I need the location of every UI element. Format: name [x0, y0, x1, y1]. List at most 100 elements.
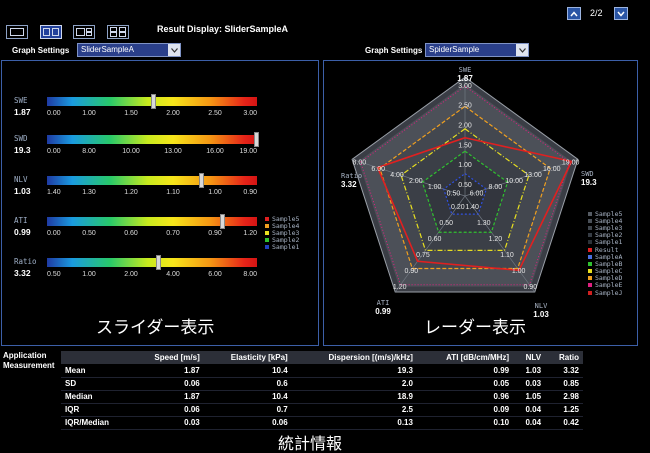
radar-tick-label: 0.90: [405, 268, 419, 275]
table-cell: 0.03: [184, 418, 200, 427]
table-cell: 0.99: [493, 365, 510, 375]
slider-track-ratio[interactable]: [47, 255, 257, 270]
radar-axis-name: NLV: [535, 302, 548, 310]
column-header: Dispersion [(m/s)/kHz]: [291, 351, 417, 364]
legend-label: Sample4: [595, 216, 623, 225]
slider-track-swd[interactable]: [47, 132, 259, 147]
right-graph-settings-value: SpiderSample: [429, 45, 480, 54]
legend-item: SampleC: [588, 267, 622, 275]
right-graph-settings-select[interactable]: SpiderSample: [425, 43, 529, 57]
legend-item: Sample3: [265, 229, 299, 237]
left-graph-settings-select[interactable]: SliderSampleA: [77, 43, 181, 57]
slider-thumb[interactable]: [220, 214, 226, 229]
slider-tick-label: 1.20: [243, 230, 257, 237]
table-cell: 0.6: [276, 379, 288, 388]
slider-name-swd: SWD: [14, 134, 28, 143]
chevron-up-icon: [570, 10, 578, 16]
slider-caption: スライダー表示: [96, 318, 215, 338]
legend-swatch: [265, 223, 269, 228]
statistics-caption: 統計情報: [278, 434, 343, 453]
slider-tick-label: 3.00: [243, 110, 257, 117]
slider-tick-label: 6.00: [208, 271, 222, 278]
legend-item: SampleD: [588, 274, 622, 282]
table-cell: 0.10: [493, 418, 510, 427]
slider-track-ati[interactable]: [47, 214, 257, 229]
page-down-button[interactable]: [614, 7, 628, 20]
radar-tick-label: 16.00: [543, 166, 561, 173]
radar-spoke: [351, 158, 466, 197]
radar-tick-label: 2.00: [458, 123, 472, 130]
legend-label: Sample2: [272, 236, 300, 245]
legend-item: Sample2: [588, 231, 622, 239]
page-up-button[interactable]: [567, 7, 581, 20]
slider-tick-label: 1.40: [47, 189, 61, 196]
table-cell: 18.9: [397, 392, 413, 401]
slider-thumb[interactable]: [151, 94, 157, 109]
row-label: SD: [65, 379, 77, 388]
legend-item: Sample3: [588, 223, 623, 232]
layout-single-button[interactable]: [6, 25, 28, 39]
legend-item: Sample4: [588, 216, 623, 225]
legend-label: Sample5: [272, 214, 300, 223]
radar-tick-label: 8.00: [353, 160, 367, 167]
radar-tick-label: 0.20: [451, 204, 465, 211]
legend-item: Result: [588, 245, 622, 254]
legend-label: Result: [595, 245, 619, 254]
legend-label: Sample5: [595, 209, 623, 218]
table-cell: 0.06: [184, 379, 200, 388]
table-cell: 0.06: [184, 405, 200, 414]
slider-thumb[interactable]: [156, 255, 162, 270]
radar-tick-label: 1.40: [465, 204, 479, 211]
radar-axis-name: ATI: [377, 299, 390, 307]
layout-triple-button[interactable]: [73, 25, 95, 39]
slider-thumb[interactable]: [253, 132, 259, 147]
slider-tick-label: 0.50: [82, 230, 96, 237]
layout-quad-button[interactable]: [107, 25, 129, 39]
slider-tick-label: 0.00: [47, 230, 61, 237]
slider-thumb[interactable]: [199, 173, 205, 188]
slider-value-nlv: 1.03: [14, 186, 31, 196]
slider-tick-label: 0.50: [47, 271, 61, 278]
radar-spoke: [464, 158, 579, 197]
legend-swatch: [588, 254, 592, 259]
radar-tick-label: 4.00: [390, 172, 404, 179]
slider-track-nlv[interactable]: [47, 173, 257, 188]
slider-tick-label: 0.00: [47, 148, 61, 155]
slider-track-swe[interactable]: [47, 94, 257, 109]
slider-value-ratio: 3.32: [14, 268, 31, 278]
slider-tick-label: 13.00: [164, 148, 182, 155]
series-samplea: [442, 172, 488, 215]
radar-tick-label: 8.00: [489, 184, 503, 191]
slider-tick-label: 1.10: [166, 189, 180, 196]
slider-tick-label: 19.00: [239, 148, 257, 155]
series-samplec: [400, 128, 530, 251]
series-result: [376, 136, 573, 272]
legend-item: Sample4: [265, 222, 299, 230]
radar-tick-label: 3.00: [458, 83, 472, 90]
radar-chart: 0.501.001.502.002.503.006.008.0010.0013.…: [341, 66, 597, 319]
layout-dual-button[interactable]: [40, 25, 62, 39]
legend-item: SampleE: [588, 281, 622, 289]
slider-value-swe: 1.87: [14, 107, 31, 117]
legend-label: SampleB: [595, 259, 623, 268]
table-cell: 0.03: [525, 379, 542, 388]
series-sampled: [379, 105, 551, 270]
radar-panel: [323, 60, 638, 346]
legend-swatch: [588, 261, 592, 266]
slider-tick-label: 2.50: [208, 110, 222, 117]
table-header-row: Speed [m/s] Elasticity [kPa] Dispersion [(…: [61, 351, 583, 364]
legend-item: SampleA: [588, 253, 622, 261]
slider-tick-label: 4.00: [166, 271, 180, 278]
table-row: SD 0.06 0.6 2.0 0.05 0.03 0.85: [61, 377, 583, 390]
legend-label: Sample3: [595, 223, 623, 232]
slider-tick-label: 16.00: [206, 148, 224, 155]
left-graph-settings-value: SliderSampleA: [81, 45, 134, 54]
radar-tick-label: 1.00: [428, 184, 442, 191]
table-cell: 1.05: [525, 392, 542, 401]
legend-item: Sample5: [588, 209, 623, 218]
slider-tick-label: 0.90: [243, 189, 257, 196]
legend-swatch: [588, 211, 592, 216]
table-cell: 0.96: [493, 392, 510, 401]
slider-tick-label: 0.60: [124, 230, 138, 237]
table-cell: 2.5: [401, 405, 413, 414]
